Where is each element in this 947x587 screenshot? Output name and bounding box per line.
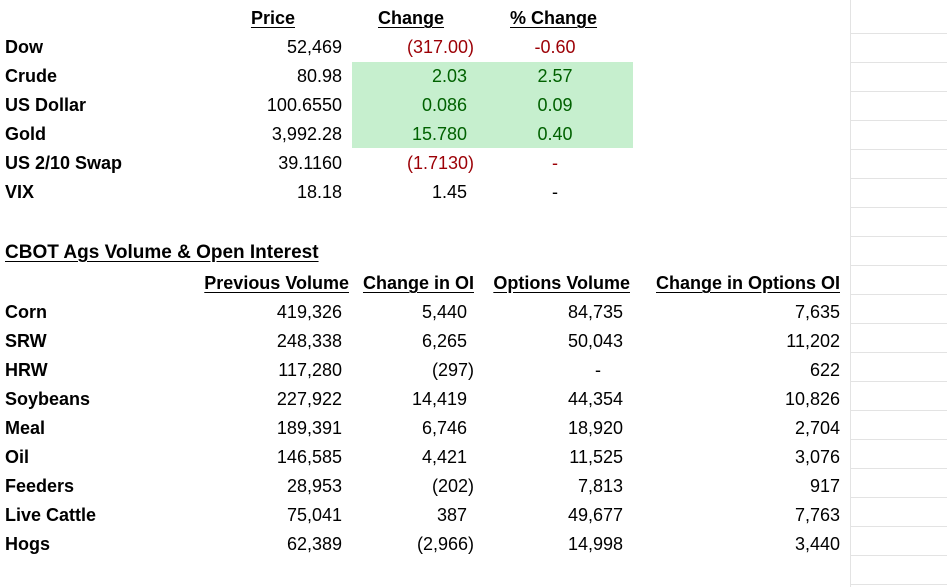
grid-row-line (850, 294, 947, 295)
commodity-name: Live Cattle (5, 505, 97, 525)
market-pct-change: - (552, 182, 558, 202)
grid-row-line (850, 468, 947, 469)
change-in-oi: 6,265 (421, 331, 467, 351)
grid-row-line (850, 265, 947, 266)
options-volume: 49,677 (567, 505, 623, 525)
options-volume: 44,354 (567, 389, 623, 409)
market-price: 80.98 (296, 66, 342, 86)
grid-row-line (850, 555, 947, 556)
options-volume: 7,813 (577, 476, 623, 496)
header-price: Price (250, 8, 295, 28)
commodity-name: Corn (5, 302, 47, 322)
market-name: Dow (5, 37, 43, 57)
commodity-name: Soybeans (5, 389, 91, 409)
change-in-oi: 5,440 (421, 302, 467, 322)
change-in-oi: 14,419 (411, 389, 467, 409)
market-change: 1.45 (431, 182, 467, 202)
header-options-volume: Options Volume (493, 273, 630, 293)
change-in-options-oi: 10,826 (784, 389, 840, 409)
options-volume: 14,998 (567, 534, 623, 554)
market-name: US 2/10 Swap (5, 153, 123, 173)
header-change: Change (378, 8, 445, 28)
change-in-options-oi: 3,440 (794, 534, 840, 554)
change-in-options-oi: 3,076 (794, 447, 840, 467)
market-name: Crude (5, 66, 58, 86)
commodity-name: Meal (5, 418, 46, 438)
commodity-name: Oil (5, 447, 30, 467)
change-in-oi: (2,966) (416, 534, 474, 554)
market-change: (1.7130) (406, 153, 474, 173)
commodity-name: HRW (5, 360, 48, 380)
change-in-oi: (202) (431, 476, 474, 496)
market-change: 15.780 (411, 124, 467, 144)
options-volume: 50,043 (567, 331, 623, 351)
previous-volume: 419,326 (276, 302, 342, 322)
change-in-oi: 6,746 (421, 418, 467, 438)
market-pct-change: - (552, 153, 558, 173)
grid-row-line (850, 323, 947, 324)
header-change-in-oi: Change in OI (362, 273, 474, 293)
grid-row-line (850, 91, 947, 92)
grid-row-line (850, 236, 947, 237)
grid-row-line (850, 207, 947, 208)
previous-volume: 75,041 (286, 505, 342, 525)
market-pct-change: 0.09 (537, 95, 573, 115)
grid-row-line (850, 410, 947, 411)
header-pct-change: % Change (510, 8, 598, 28)
previous-volume: 146,585 (276, 447, 342, 467)
grid-row-line (850, 352, 947, 353)
market-change: 0.086 (421, 95, 467, 115)
positive-change-highlight (352, 62, 633, 148)
options-volume: 11,525 (569, 447, 623, 467)
grid-row-line (850, 120, 947, 121)
previous-volume: 227,922 (276, 389, 342, 409)
grid-row-line (850, 62, 947, 63)
options-volume: 18,920 (567, 418, 623, 438)
grid-row-line (850, 526, 947, 527)
change-in-options-oi: 7,635 (794, 302, 840, 322)
header-change-in-options-oi: Change in Options OI (656, 273, 840, 293)
market-price: 18.18 (296, 182, 342, 202)
change-in-oi: (297) (431, 360, 474, 380)
cbot-section-title: CBOT Ags Volume & Open Interest (5, 242, 319, 263)
change-in-options-oi: 622 (809, 360, 840, 380)
change-in-oi: 387 (436, 505, 467, 525)
grid-row-line (850, 149, 947, 150)
market-price: 52,469 (286, 37, 342, 57)
previous-volume: 117,280 (278, 360, 342, 380)
change-in-options-oi: 917 (809, 476, 840, 496)
grid-row-line (850, 381, 947, 382)
market-change: 2.03 (431, 66, 467, 86)
previous-volume: 28,953 (286, 476, 342, 496)
market-name: VIX (5, 182, 35, 202)
previous-volume: 62,389 (286, 534, 342, 554)
change-in-options-oi: 11,202 (786, 331, 840, 351)
grid-row-line (850, 584, 947, 585)
grid-row-line (850, 439, 947, 440)
change-in-options-oi: 7,763 (794, 505, 840, 525)
market-price: 100.6550 (266, 95, 342, 115)
commodity-name: SRW (5, 331, 47, 351)
market-pct-change: -0.60 (534, 37, 576, 57)
market-pct-change: 2.57 (537, 66, 573, 86)
previous-volume: 248,338 (276, 331, 342, 351)
header-previous-volume: Previous Volume (204, 273, 349, 293)
options-volume: - (595, 360, 601, 380)
grid-row-line (850, 497, 947, 498)
previous-volume: 189,391 (276, 418, 342, 438)
options-volume: 84,735 (567, 302, 623, 322)
market-price: 39.1160 (278, 153, 342, 173)
market-name: Gold (5, 124, 46, 144)
grid-column-line (850, 0, 851, 587)
market-change: (317.00) (406, 37, 474, 57)
change-in-options-oi: 2,704 (794, 418, 840, 438)
commodity-name: Feeders (5, 476, 75, 496)
grid-row-line (850, 33, 947, 34)
market-pct-change: 0.40 (537, 124, 573, 144)
commodity-name: Hogs (5, 534, 50, 554)
grid-row-line (850, 178, 947, 179)
change-in-oi: 4,421 (421, 447, 467, 467)
market-name: US Dollar (5, 95, 87, 115)
market-price: 3,992.28 (271, 124, 342, 144)
